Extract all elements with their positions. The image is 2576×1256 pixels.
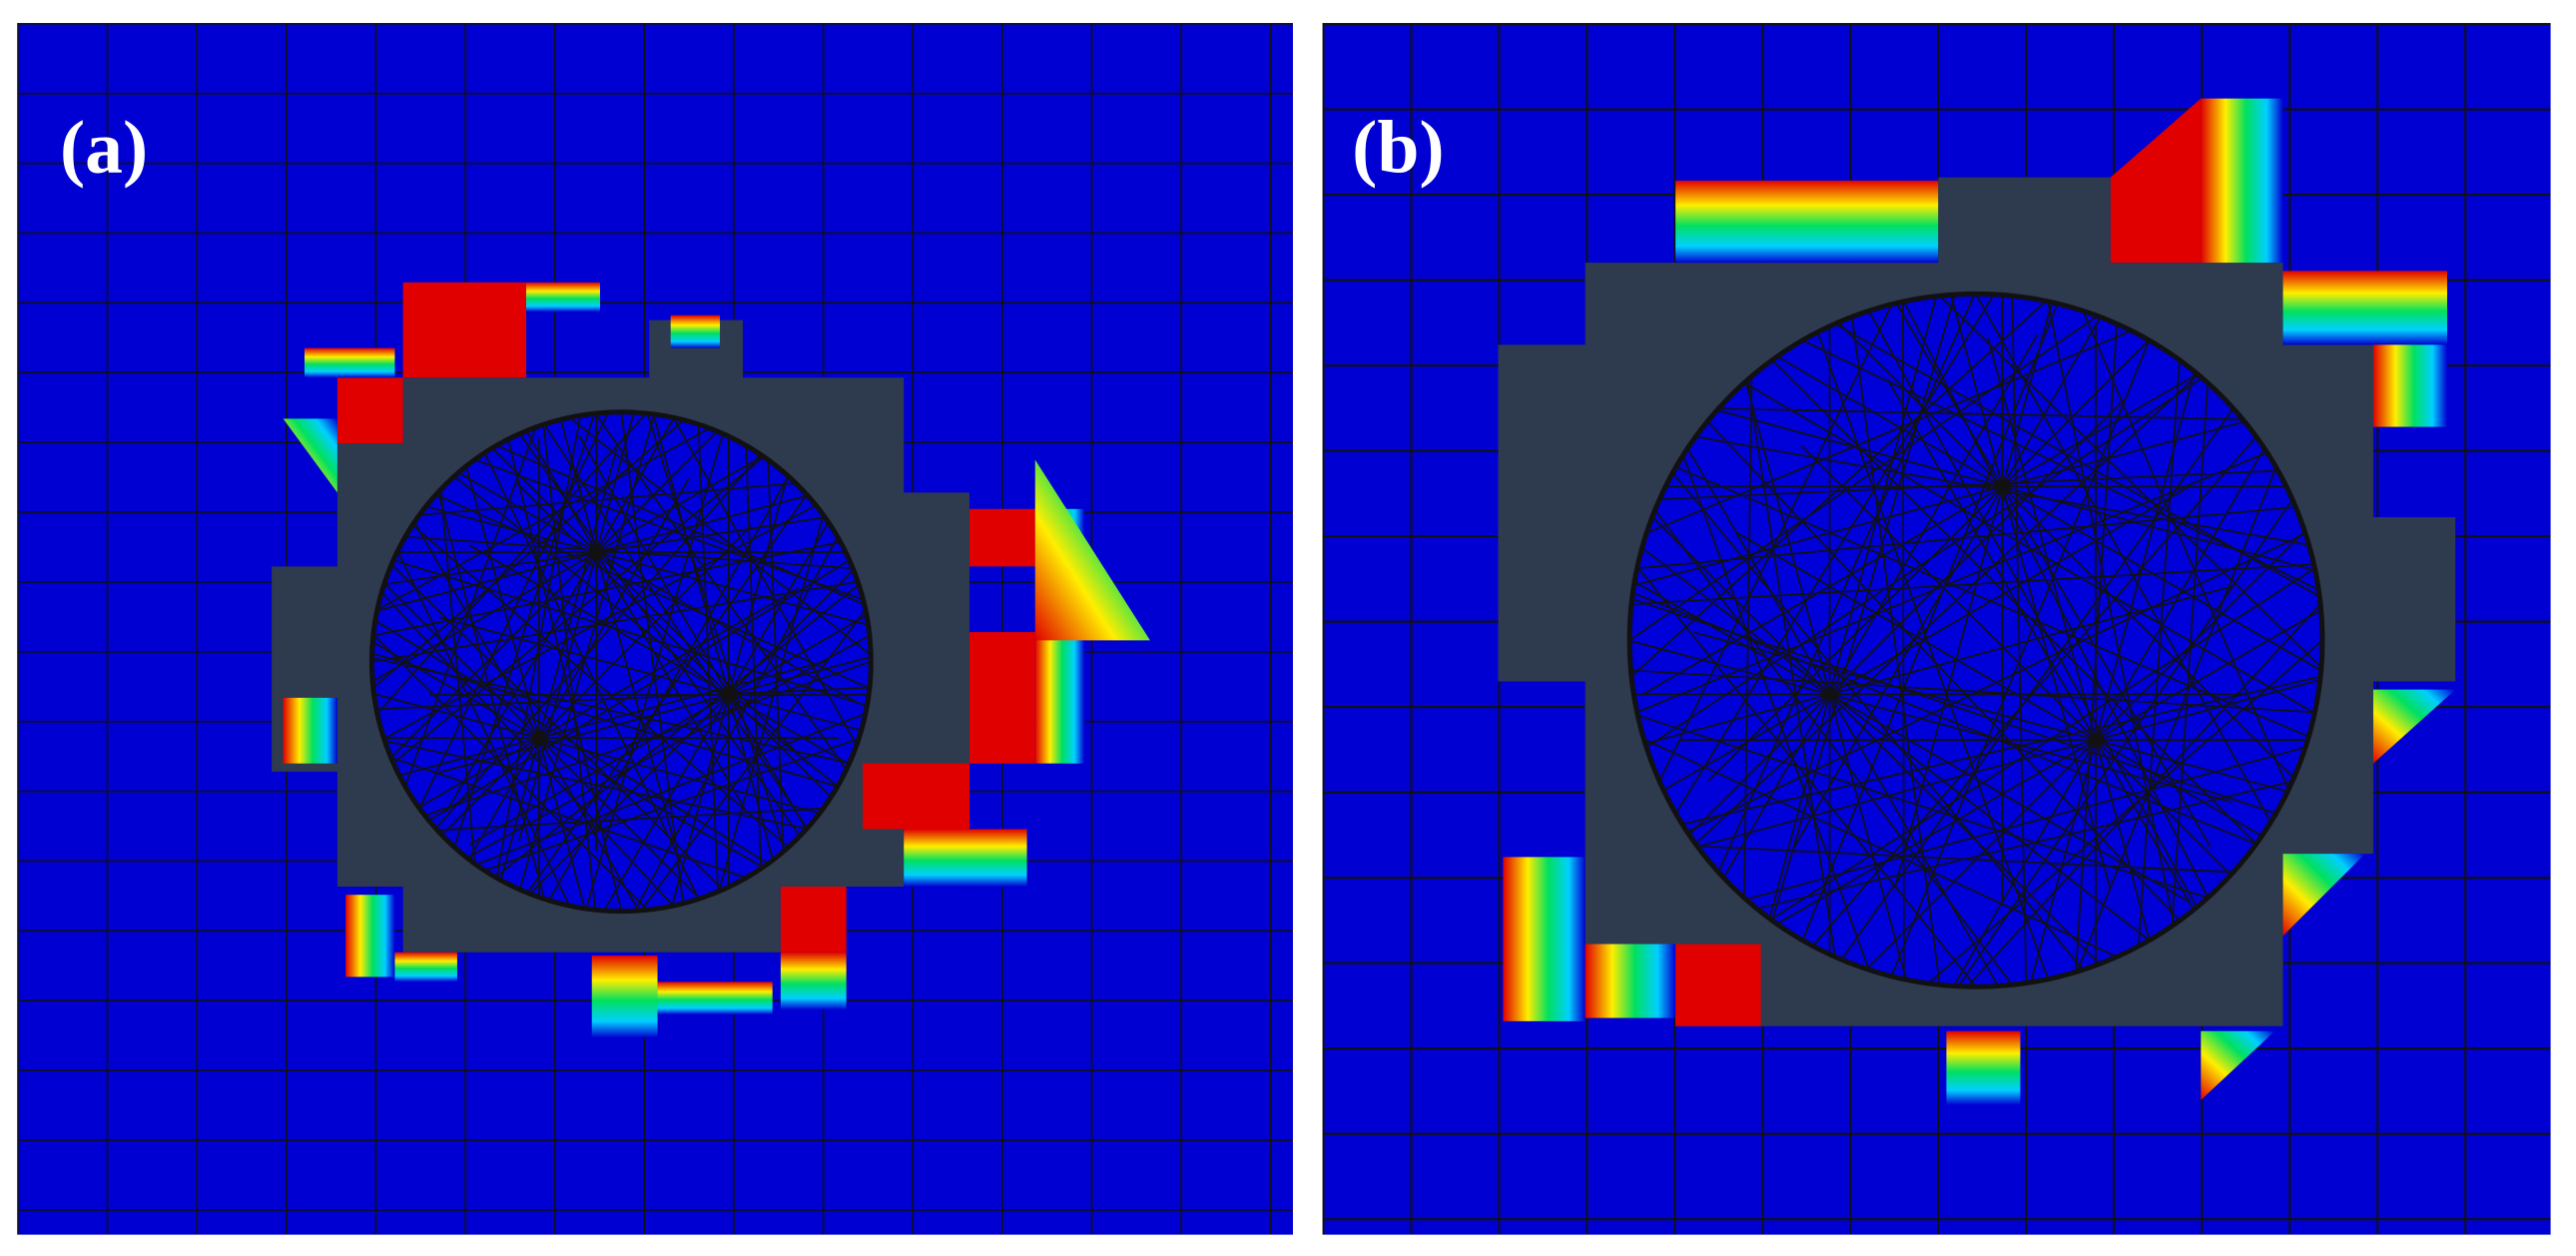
panel-a: (a) [17,23,1293,1235]
hot-cells [283,282,1150,1038]
panel-label: (b) [1352,107,1444,190]
panel-label: (a) [60,107,148,190]
panel-b: (b) [1322,23,2551,1235]
disk-mesh [371,411,872,912]
hot-cells [1503,98,2456,1105]
mesh-lines [371,411,872,912]
disk [1626,291,2325,989]
